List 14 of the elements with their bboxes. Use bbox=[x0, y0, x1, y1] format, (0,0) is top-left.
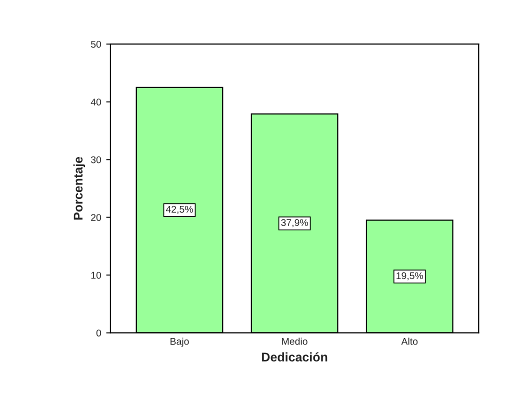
data-label: 19,5% bbox=[396, 272, 424, 280]
data-label: 37,9% bbox=[281, 219, 308, 228]
x-tick-label: Bajo bbox=[170, 338, 189, 347]
y-tick-label: 20 bbox=[91, 214, 102, 221]
x-tick-label: Medio bbox=[282, 338, 308, 345]
y-tick-label: 30 bbox=[90, 156, 102, 164]
data-label: 42,5% bbox=[166, 206, 193, 214]
y-tick-label: 10 bbox=[91, 272, 102, 279]
y-tick-label: 50 bbox=[91, 40, 102, 48]
x-tick-label: Alto bbox=[401, 338, 418, 345]
y-tick-label: 40 bbox=[90, 98, 102, 106]
y-tick-label: 0 bbox=[96, 330, 102, 336]
x-axis-title: Dedicación bbox=[262, 352, 328, 362]
y-axis-title: Porcentaje bbox=[73, 156, 86, 220]
